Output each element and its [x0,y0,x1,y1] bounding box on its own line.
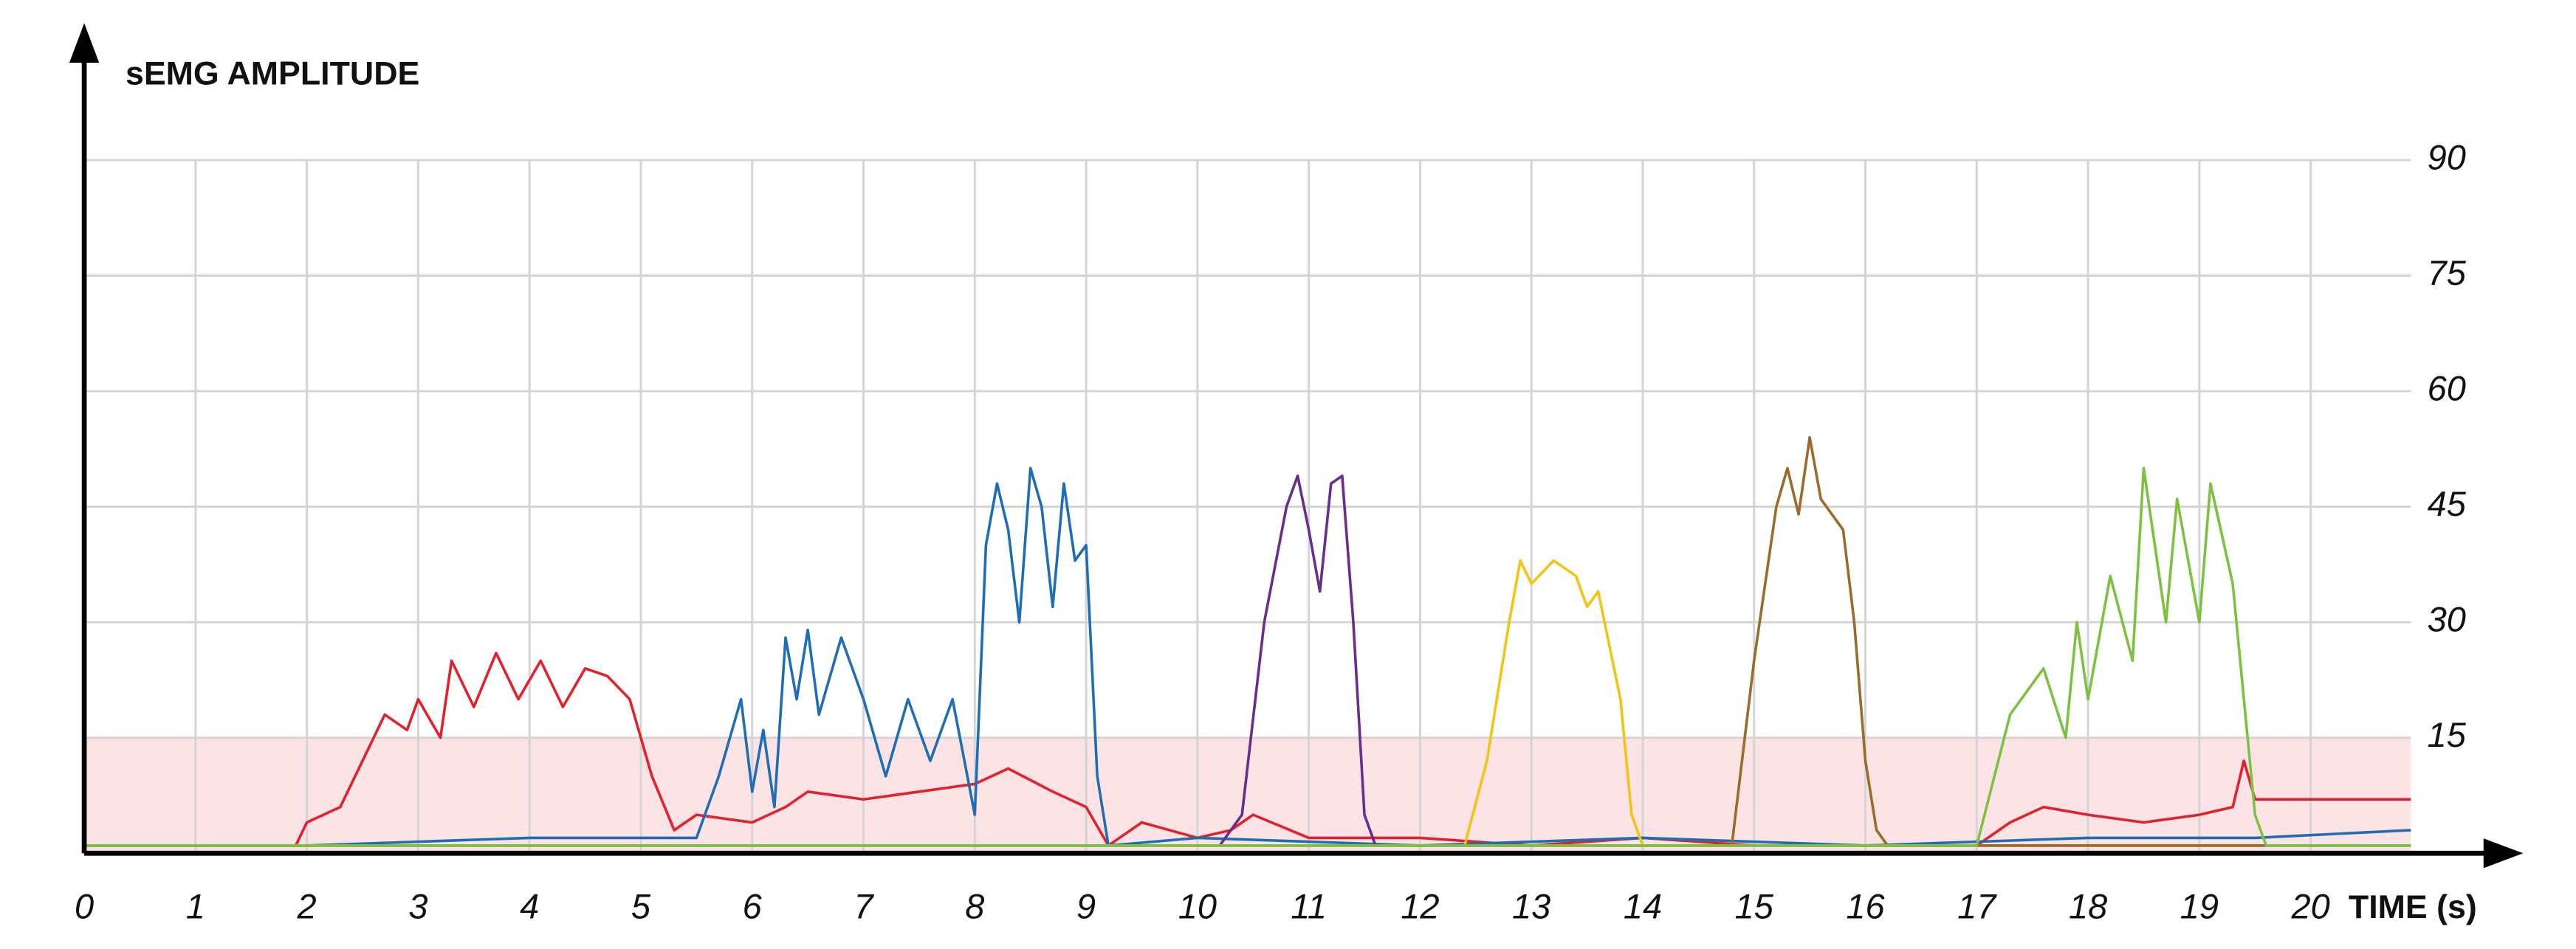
series-line [84,435,2411,847]
x-tick-label: 0 [75,887,94,926]
x-axis-arrow [2483,838,2524,869]
x-tick-label: 14 [1624,887,1662,926]
x-tick-label: 17 [1957,887,1997,926]
x-tick-label: 5 [631,887,651,926]
grid [83,159,2411,854]
series-line [84,652,2411,847]
x-tick-label: 18 [2069,887,2107,926]
x-tick-label: 4 [520,887,539,926]
y-axis-title: sEMG AMPLITUDE [126,56,419,92]
x-tick-label: 11 [1291,887,1327,926]
series-line [84,475,2411,847]
series-line [84,559,2411,847]
x-tick-label: 20 [2291,887,2330,926]
y-tick-label: 90 [2428,137,2466,176]
x-tick-label: 2 [297,887,317,926]
x-tick-label: 16 [1846,887,1885,926]
lines [84,435,2411,847]
x-tick-label: 10 [1178,887,1217,926]
y-tick-label: 75 [2428,253,2467,292]
y-tick-label: 45 [2428,484,2467,523]
shaded-band [84,737,2411,854]
y-tick-label: 60 [2428,368,2466,407]
x-tick-label: 3 [408,887,427,926]
x-tick-label: 13 [1512,887,1550,926]
x-tick-label: 12 [1401,887,1439,926]
x-tick-label: 9 [1076,887,1096,926]
x-tick-label: 15 [1735,887,1774,926]
plot-background [84,737,2411,854]
x-axis-title: TIME (s) [2349,889,2477,925]
series-line [84,466,2411,847]
x-tick-label: 8 [965,887,984,926]
x-tick-label: 7 [853,887,874,926]
series-line [84,466,2411,847]
x-tick-label: 19 [2180,887,2219,926]
y-tick-label: 30 [2428,600,2466,639]
x-tick-label: 1 [186,887,205,926]
x-tick-label: 6 [743,887,763,926]
y-tick-label: 15 [2428,715,2467,754]
y-axis-arrow [69,23,100,63]
